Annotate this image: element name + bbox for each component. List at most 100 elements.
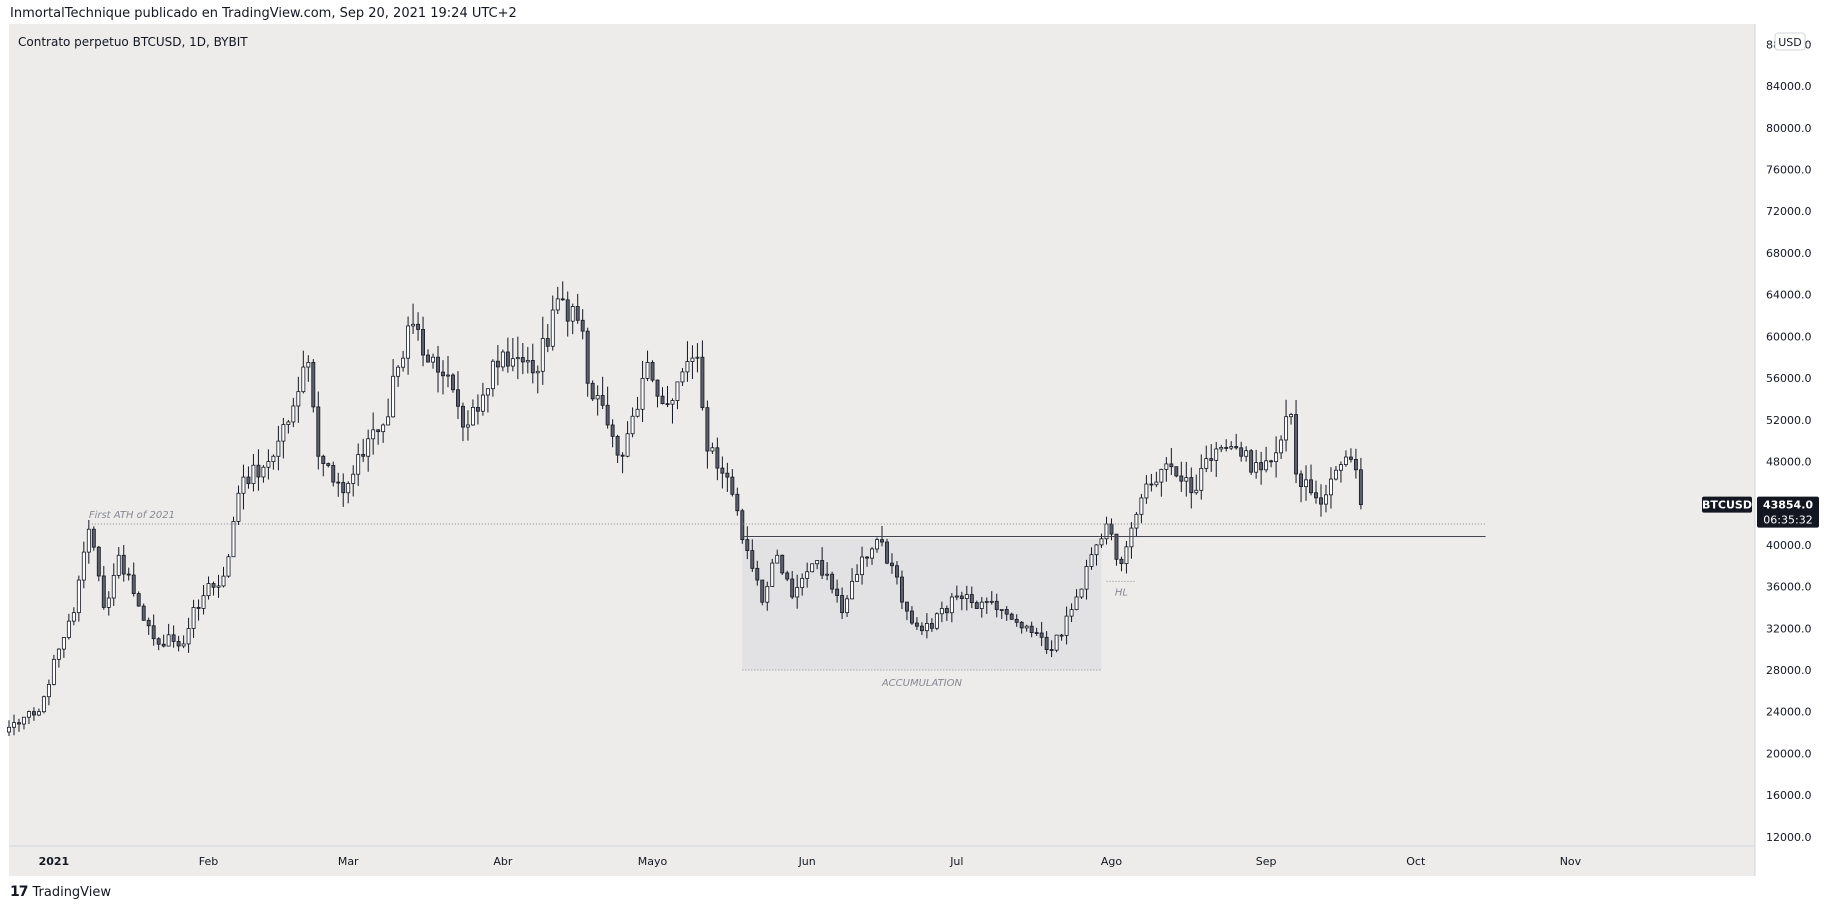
candle[interactable] bbox=[436, 345, 440, 393]
candle[interactable] bbox=[271, 454, 276, 470]
candle[interactable] bbox=[690, 345, 695, 380]
candle[interactable] bbox=[1234, 433, 1239, 450]
candle[interactable] bbox=[311, 359, 316, 413]
candle[interactable] bbox=[760, 579, 765, 606]
candle[interactable] bbox=[969, 586, 974, 609]
candle[interactable] bbox=[565, 291, 570, 337]
candle[interactable] bbox=[151, 614, 156, 646]
candle[interactable] bbox=[635, 396, 640, 418]
candle[interactable] bbox=[226, 554, 231, 578]
candle[interactable] bbox=[870, 547, 874, 565]
candle[interactable] bbox=[665, 385, 670, 408]
candle[interactable] bbox=[1324, 484, 1328, 513]
candle[interactable] bbox=[61, 636, 66, 658]
candle[interactable] bbox=[17, 718, 21, 732]
candle[interactable] bbox=[475, 394, 480, 425]
candle[interactable] bbox=[640, 360, 645, 423]
candle[interactable] bbox=[785, 570, 790, 582]
candle[interactable] bbox=[431, 353, 435, 369]
candle[interactable] bbox=[979, 597, 984, 618]
candle[interactable] bbox=[1064, 606, 1069, 645]
candle[interactable] bbox=[800, 573, 805, 596]
candle[interactable] bbox=[1059, 633, 1064, 641]
candle[interactable] bbox=[580, 309, 585, 340]
candle[interactable] bbox=[106, 591, 111, 616]
candle[interactable] bbox=[555, 286, 560, 314]
candle[interactable] bbox=[126, 567, 131, 581]
candle[interactable] bbox=[540, 316, 545, 385]
tradingview-logo[interactable]: 17 TradingView bbox=[10, 884, 111, 900]
candle[interactable] bbox=[560, 281, 565, 301]
candle[interactable] bbox=[46, 679, 51, 706]
candle[interactable] bbox=[770, 558, 775, 587]
candle[interactable] bbox=[964, 585, 969, 611]
candle[interactable] bbox=[1358, 457, 1363, 510]
candle[interactable] bbox=[391, 359, 396, 418]
candle[interactable] bbox=[1189, 467, 1194, 509]
candle[interactable] bbox=[510, 337, 515, 372]
candle[interactable] bbox=[1009, 612, 1014, 620]
candle[interactable] bbox=[286, 419, 291, 434]
candle[interactable] bbox=[1314, 480, 1318, 504]
candle[interactable] bbox=[590, 380, 595, 402]
candle[interactable] bbox=[1294, 399, 1298, 484]
candle[interactable] bbox=[146, 617, 151, 635]
candle[interactable] bbox=[7, 720, 11, 737]
candle[interactable] bbox=[1174, 466, 1179, 478]
candle[interactable] bbox=[885, 538, 889, 565]
candle[interactable] bbox=[944, 605, 949, 621]
candle[interactable] bbox=[655, 379, 660, 408]
candle[interactable] bbox=[246, 466, 251, 489]
candle[interactable] bbox=[914, 617, 919, 631]
candle[interactable] bbox=[1049, 640, 1054, 658]
candle[interactable] bbox=[1219, 444, 1224, 453]
candle[interactable] bbox=[441, 360, 445, 395]
candle[interactable] bbox=[855, 564, 860, 582]
candle[interactable] bbox=[1089, 547, 1094, 570]
candle[interactable] bbox=[416, 312, 421, 341]
candle[interactable] bbox=[1299, 470, 1303, 503]
candle[interactable] bbox=[1279, 435, 1284, 459]
candle[interactable] bbox=[1129, 522, 1134, 559]
candle[interactable] bbox=[231, 516, 236, 558]
candle[interactable] bbox=[705, 400, 710, 469]
candle[interactable] bbox=[1144, 475, 1149, 504]
candle[interactable] bbox=[1019, 621, 1024, 634]
candle[interactable] bbox=[680, 368, 685, 386]
candle[interactable] bbox=[1249, 448, 1254, 475]
candle[interactable] bbox=[1114, 533, 1119, 566]
candle[interactable] bbox=[1149, 473, 1154, 492]
candle[interactable] bbox=[485, 388, 490, 413]
candle[interactable] bbox=[1244, 446, 1249, 462]
candle[interactable] bbox=[795, 574, 800, 609]
candle[interactable] bbox=[1039, 621, 1044, 647]
candle[interactable] bbox=[186, 617, 191, 653]
candle[interactable] bbox=[116, 547, 121, 579]
candle[interactable] bbox=[765, 581, 770, 611]
candle[interactable] bbox=[999, 609, 1004, 619]
candle[interactable] bbox=[895, 561, 899, 585]
candle[interactable] bbox=[695, 343, 700, 373]
candle[interactable] bbox=[1179, 461, 1184, 492]
candle[interactable] bbox=[630, 407, 635, 438]
candle[interactable] bbox=[725, 462, 730, 492]
candle[interactable] bbox=[525, 346, 530, 374]
candle[interactable] bbox=[1319, 484, 1323, 517]
candle[interactable] bbox=[1024, 624, 1029, 632]
candle[interactable] bbox=[31, 707, 36, 721]
candle[interactable] bbox=[321, 454, 326, 477]
candle[interactable] bbox=[1014, 614, 1019, 627]
candle[interactable] bbox=[1119, 556, 1124, 572]
candle[interactable] bbox=[1154, 471, 1159, 488]
candle[interactable] bbox=[201, 584, 206, 615]
candle[interactable] bbox=[949, 593, 954, 623]
candle[interactable] bbox=[71, 607, 76, 626]
candle[interactable] bbox=[336, 472, 341, 497]
candle[interactable] bbox=[421, 316, 425, 367]
candle[interactable] bbox=[331, 461, 336, 487]
candle[interactable] bbox=[470, 399, 475, 426]
candle[interactable] bbox=[929, 618, 934, 632]
candle[interactable] bbox=[865, 555, 869, 567]
candle[interactable] bbox=[1254, 449, 1259, 479]
candle[interactable] bbox=[780, 554, 785, 575]
